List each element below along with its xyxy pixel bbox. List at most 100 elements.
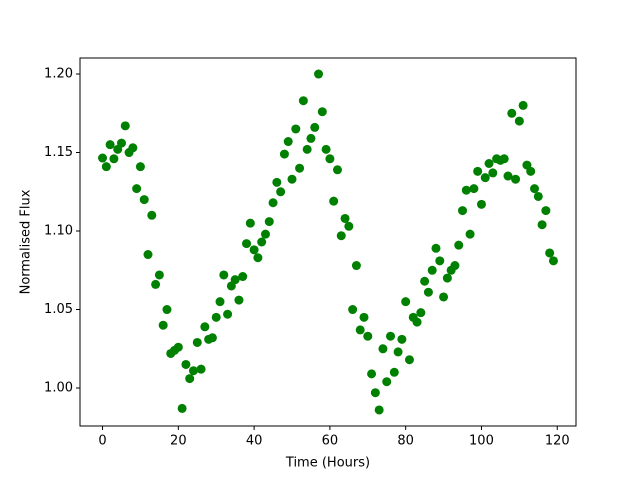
scatter-point <box>188 366 198 376</box>
scatter-point <box>207 333 217 343</box>
scatter-point <box>192 337 202 347</box>
scatter-point <box>283 137 293 147</box>
scatter-point <box>230 275 240 285</box>
scatter-point <box>219 270 229 280</box>
scatter-point <box>348 305 358 315</box>
scatter-point <box>211 312 221 322</box>
scatter-point <box>242 239 252 249</box>
y-tick-label: 1.20 <box>44 67 73 82</box>
scatter-point <box>200 322 210 332</box>
scatter-point <box>431 243 441 253</box>
scatter-point <box>397 334 407 344</box>
scatter-point <box>370 388 380 398</box>
scatter-point <box>442 273 452 283</box>
scatter-point <box>458 206 468 216</box>
scatter-point <box>526 166 536 176</box>
scatter-point <box>450 261 460 271</box>
axes-frame <box>79 57 577 427</box>
scatter-point <box>310 122 320 132</box>
scatter-point <box>435 256 445 266</box>
scatter-point <box>196 364 206 374</box>
y-tick-label: 1.00 <box>44 381 73 396</box>
y-tick-label: 1.10 <box>44 224 73 239</box>
scatter-point <box>530 184 540 194</box>
scatter-point <box>298 96 308 106</box>
scatter-point <box>389 367 399 377</box>
scatter-point <box>340 213 350 223</box>
scatter-point <box>120 121 130 131</box>
scatter-point <box>484 159 494 169</box>
scatter-point <box>181 359 191 369</box>
scatter-point <box>439 292 449 302</box>
scatter-point <box>332 165 342 175</box>
scatter-point <box>154 270 164 280</box>
scatter-point <box>276 187 286 197</box>
y-tick-label: 1.15 <box>44 145 73 160</box>
scatter-point <box>317 107 327 117</box>
scatter-point <box>393 347 403 357</box>
scatter-point <box>537 220 547 230</box>
scatter-point <box>329 196 339 206</box>
scatter-point <box>234 295 244 305</box>
scatter-point <box>279 149 289 159</box>
scatter-point <box>404 355 414 365</box>
scatter-point <box>454 240 464 250</box>
scatter-point <box>264 217 274 227</box>
scatter-point <box>511 174 521 184</box>
scatter-point <box>260 229 270 239</box>
scatter-point <box>135 162 145 172</box>
scatter-point <box>321 144 331 154</box>
scatter-point <box>514 116 524 126</box>
scatter-point <box>386 331 396 341</box>
scatter-point <box>518 100 528 110</box>
scatter-point <box>344 221 354 231</box>
scatter-point <box>238 272 248 282</box>
scatter-point <box>548 256 558 266</box>
scatter-point <box>249 245 259 255</box>
scatter-point <box>291 124 301 134</box>
scatter-point <box>109 154 119 164</box>
scatter-point <box>139 195 149 205</box>
scatter-point <box>295 163 305 173</box>
scatter-point <box>257 237 267 247</box>
scatter-point <box>101 162 111 172</box>
scatter-point <box>420 276 430 286</box>
scatter-point <box>116 138 126 148</box>
scatter-point <box>314 69 324 79</box>
scatter-point <box>287 174 297 184</box>
scatter-point <box>488 168 498 178</box>
scatter-point <box>480 173 490 183</box>
x-tick-label: 100 <box>469 434 494 449</box>
scatter-point <box>427 265 437 275</box>
scatter-point <box>158 320 168 330</box>
x-tick-label: 80 <box>397 434 414 449</box>
scatter-point <box>302 144 312 154</box>
x-tick-label: 60 <box>322 434 339 449</box>
y-axis-label: Normalised Flux <box>19 189 34 294</box>
scatter-point <box>378 344 388 354</box>
scatter-point <box>268 198 278 208</box>
y-tick-label: 1.05 <box>44 302 73 317</box>
scatter-point <box>382 377 392 387</box>
scatter-point <box>499 154 509 164</box>
scatter-point <box>351 261 361 271</box>
scatter-point <box>151 279 161 289</box>
x-axis-label: Time (Hours) <box>285 456 370 471</box>
scatter-point <box>412 317 422 327</box>
scatter-point <box>461 185 471 195</box>
scatter-point <box>465 229 475 239</box>
scatter-point <box>272 177 282 187</box>
scatter-point <box>306 133 316 143</box>
scatter-point <box>476 199 486 209</box>
scatter-point <box>132 184 142 194</box>
scatter-point <box>147 210 157 220</box>
x-tick-label: 20 <box>170 434 187 449</box>
scatter-point <box>143 250 153 260</box>
scatter-point <box>507 108 517 118</box>
scatter-point <box>98 153 108 163</box>
scatter-point <box>363 331 373 341</box>
scatter-point <box>245 218 255 228</box>
scatter-point <box>162 305 172 315</box>
